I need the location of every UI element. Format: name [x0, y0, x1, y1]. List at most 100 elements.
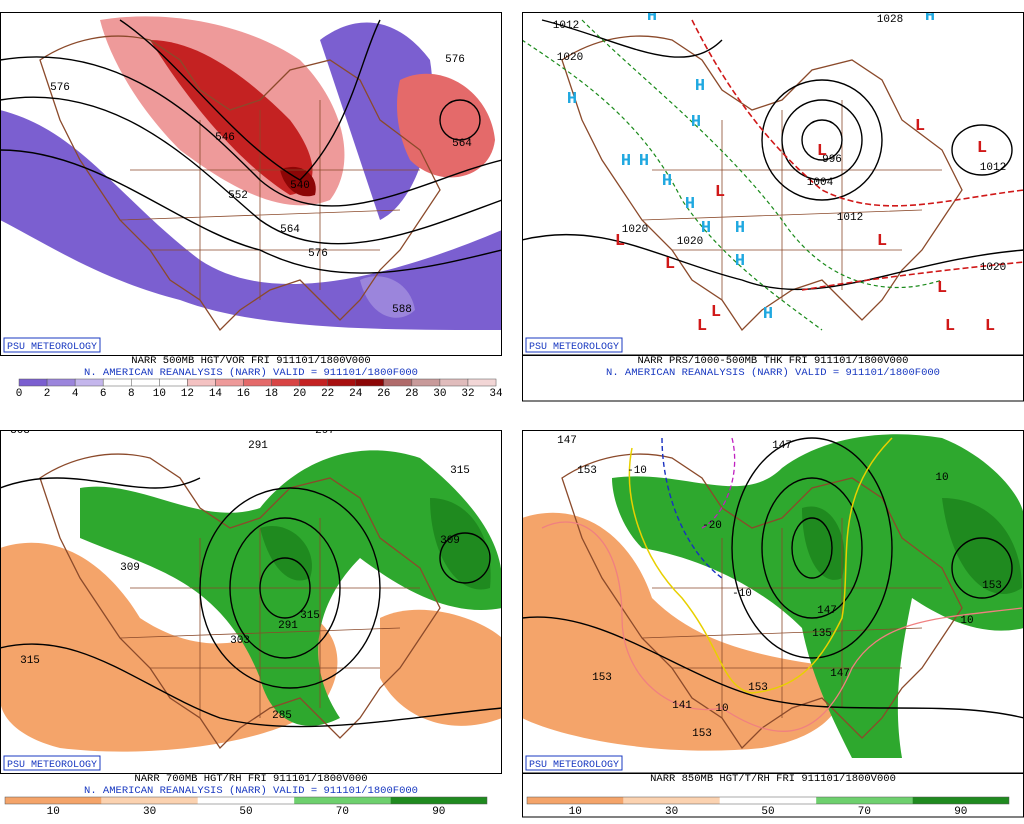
contour-label: 147: [830, 668, 850, 680]
coastline: [39, 453, 441, 750]
contour-label: -10: [732, 588, 752, 600]
contour-label: 297: [315, 425, 335, 437]
contour-label: 10: [715, 703, 728, 715]
high-center: H: [701, 219, 711, 238]
coastline: [561, 35, 963, 332]
contour: [541, 19, 723, 58]
colorbar-label: 28: [405, 388, 418, 400]
state-borders: [641, 518, 942, 718]
contour: [951, 124, 1013, 176]
shaded-region: [942, 498, 1022, 594]
low-center: L: [915, 117, 925, 136]
colorbar-label: 90: [954, 806, 967, 818]
contour-label: 309: [120, 562, 140, 574]
colorbar-segment: [467, 378, 497, 387]
contour-label: 153: [592, 672, 612, 684]
colorbar-segment: [102, 378, 132, 387]
contour-label: 153: [577, 465, 597, 477]
colorbar-segment: [912, 797, 1009, 804]
state-borders: [119, 100, 420, 300]
colorbar-label: 14: [209, 388, 223, 400]
contour: [731, 437, 893, 659]
contour: [781, 99, 863, 181]
colorbar-label: 30: [665, 806, 678, 818]
colorbar-label: 50: [239, 806, 252, 818]
colorbar-label: 50: [761, 806, 774, 818]
colorbar-label: 70: [336, 806, 349, 818]
colorbar-segment: [355, 378, 385, 387]
credit-box: [525, 755, 623, 771]
high-center: H: [695, 77, 705, 96]
contour: [801, 119, 843, 161]
contour-label: 564: [452, 138, 472, 150]
colorbar-label: 12: [181, 388, 194, 400]
contour-label: 1020: [557, 52, 583, 64]
colorbar-segment: [131, 378, 160, 387]
colorbar-segment: [623, 797, 720, 804]
low-center: L: [937, 279, 947, 298]
colorbar-segment: [383, 378, 413, 387]
contour: [951, 537, 1013, 599]
contour-label: 1004: [807, 177, 834, 189]
contour-label: 309: [440, 535, 460, 547]
credit: PSU METEOROLOGY: [7, 760, 97, 771]
contour: [0, 477, 201, 489]
colorbar-segment: [816, 797, 913, 804]
high-center: H: [691, 113, 701, 132]
shaded-region: [397, 73, 495, 178]
colorbar-label: 6: [100, 388, 107, 400]
colorbar-label: 34: [489, 388, 503, 400]
high-center: H: [567, 90, 577, 109]
colorbar-segment: [327, 378, 356, 387]
contour: [229, 517, 341, 659]
shaded-region: [0, 542, 338, 752]
contour-label: 315: [300, 610, 320, 622]
contour-label: 315: [20, 655, 40, 667]
contour-label: 291: [278, 620, 298, 632]
colorbar-frame: [526, 796, 1010, 805]
contour-label: 1012: [553, 20, 579, 32]
isotherm: [661, 437, 723, 579]
colorbar-segment: [46, 378, 76, 387]
contour: [199, 487, 381, 689]
contour-label: -10: [627, 465, 647, 477]
credit-box: [3, 755, 101, 771]
colorbar-segment: [5, 797, 102, 804]
colorbar-label: 16: [237, 388, 250, 400]
low-center: L: [985, 317, 995, 336]
low-center: L: [665, 255, 675, 274]
contour-label: 1012: [837, 212, 863, 224]
shaded-region: [260, 526, 312, 581]
contour-label: 540: [290, 180, 310, 192]
colorbar-label: 24: [349, 388, 363, 400]
colorbar-label: 30: [143, 806, 156, 818]
contour-label: 576: [50, 82, 70, 94]
contour-label: 546: [215, 132, 235, 144]
contour-label: 315: [450, 465, 470, 477]
shaded-region: [150, 40, 313, 195]
colorbar-label: 70: [858, 806, 871, 818]
caption-line-1: NARR PRS/1000-500MB THK FRI 911101/1800V…: [638, 355, 909, 367]
map-area: 576 546 552 540 564 576 588 564 576: [0, 12, 502, 355]
contour-label: 303: [230, 635, 250, 647]
colorbar-label: 10: [47, 806, 60, 818]
colorbar-label: 0: [16, 388, 23, 400]
colorbar-segment: [74, 378, 104, 387]
contour: [0, 56, 502, 207]
thickness-contour: [801, 261, 1024, 291]
credit-box: [525, 337, 623, 353]
contour-label: 153: [748, 682, 768, 694]
contour-label: 10: [935, 472, 948, 484]
contour: [439, 532, 491, 584]
contour-label: 588: [392, 304, 412, 316]
coastline: [39, 35, 441, 332]
high-center: H: [647, 7, 657, 26]
colorbar-label: 20: [293, 388, 306, 400]
caption-line-1: NARR 700MB HGT/RH FRI 911101/1800V000: [134, 773, 367, 785]
colorbar-label: 2: [44, 388, 51, 400]
contour-label: 147: [772, 440, 792, 452]
contour-label: 153: [692, 728, 712, 740]
coastline: [561, 453, 963, 750]
contour-label: 135: [812, 628, 832, 640]
